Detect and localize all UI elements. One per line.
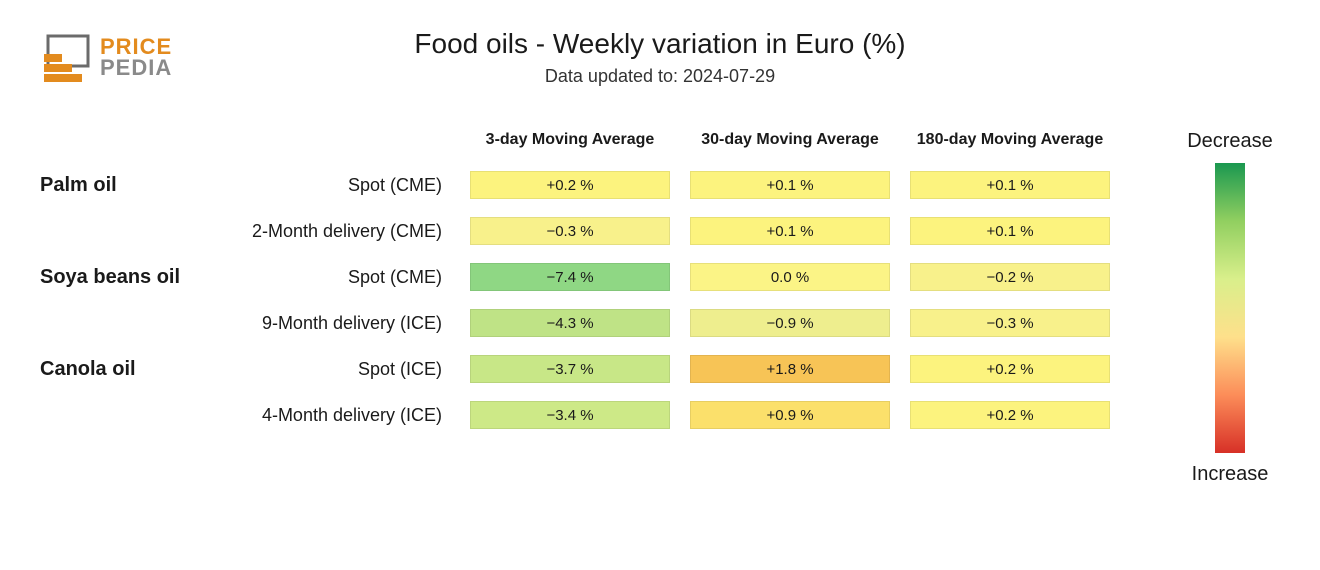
heatmap-cell: −7.4 % [470,263,670,291]
heatmap-table: 3-day Moving Average 30-day Moving Avera… [40,130,1160,429]
column-headers-row: 3-day Moving Average 30-day Moving Avera… [40,130,1160,149]
heatmap-cell: −0.9 % [690,309,890,337]
page-subtitle: Data updated to: 2024-07-29 [0,66,1320,87]
heatmap-cell: 0.0 % [690,263,890,291]
title-block: Food oils - Weekly variation in Euro (%)… [0,28,1320,87]
color-legend: Decrease Increase [1180,130,1280,486]
row-label: 4-Month delivery (ICE) [240,405,450,426]
heatmap-cell: +0.1 % [910,171,1110,199]
row-label: Spot (CME) [240,175,450,196]
column-header: 3-day Moving Average [470,130,670,149]
heatmap-cell: −3.7 % [470,355,670,383]
legend-increase-label: Increase [1180,463,1280,486]
row-label: Spot (CME) [240,267,450,288]
column-header: 180-day Moving Average [910,130,1110,149]
row-label: 2-Month delivery (CME) [240,221,450,242]
heatmap-cell: −0.2 % [910,263,1110,291]
heatmap-cell: +0.2 % [910,355,1110,383]
heatmap-cell: +1.8 % [690,355,890,383]
heatmap-cell: −3.4 % [470,401,670,429]
heatmap-cell: −0.3 % [910,309,1110,337]
heatmap-cell: +0.2 % [470,171,670,199]
group-label: Soya beans oil [40,266,220,289]
legend-gradient-bar [1215,163,1245,453]
group-label: Canola oil [40,358,220,381]
row-label: 9-Month delivery (ICE) [240,313,450,334]
legend-decrease-label: Decrease [1180,130,1280,153]
heatmap-cell: −0.3 % [470,217,670,245]
heatmap-body: Palm oil Spot (CME) +0.2 % +0.1 % +0.1 % 2-Mo… [40,171,1160,429]
page-title: Food oils - Weekly variation in Euro (%) [0,28,1320,60]
group-label: Palm oil [40,174,220,197]
heatmap-cell: +0.1 % [690,217,890,245]
heatmap-cell: +0.9 % [690,401,890,429]
row-label: Spot (ICE) [240,359,450,380]
column-header: 30-day Moving Average [690,130,890,149]
heatmap-cell: −4.3 % [470,309,670,337]
heatmap-cell: +0.1 % [690,171,890,199]
heatmap-cell: +0.1 % [910,217,1110,245]
heatmap-cell: +0.2 % [910,401,1110,429]
